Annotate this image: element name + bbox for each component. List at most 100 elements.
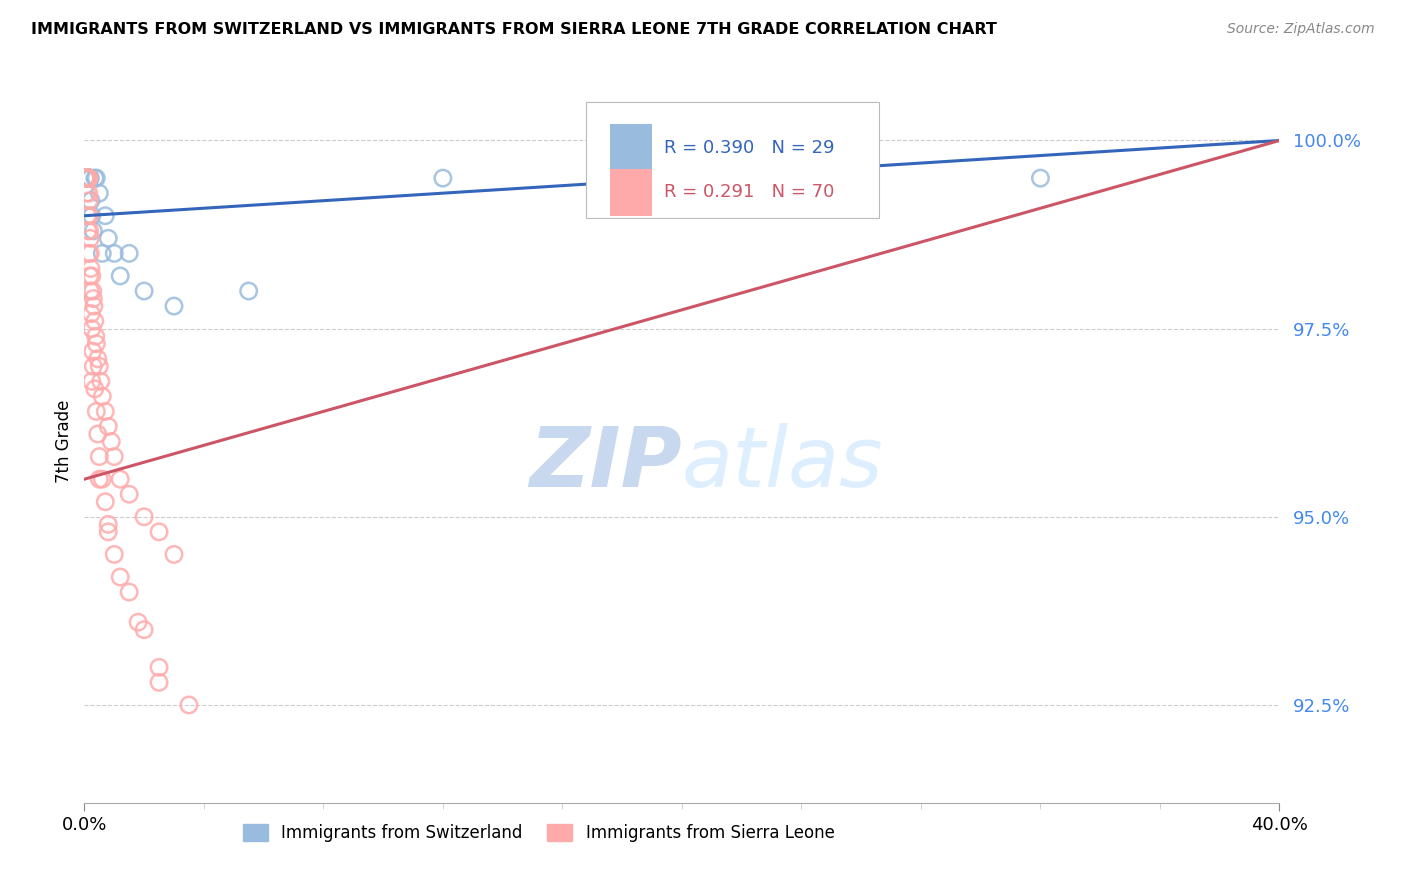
Point [97,524,120,539]
Point [79,224,101,238]
FancyBboxPatch shape [586,102,879,218]
Point [79,231,101,245]
Point [77,171,100,186]
Point [80,321,103,335]
Point [77,186,100,201]
Point [163,299,186,313]
Point [77,171,100,186]
Point [163,548,186,562]
Point [82,292,104,306]
Point [77,171,100,186]
Point [177,698,200,712]
FancyBboxPatch shape [610,169,652,216]
Point [79,171,101,186]
Point [89,472,111,486]
Point [77,171,100,186]
Point [83,382,105,396]
Point [148,675,170,690]
Point [118,246,141,260]
Point [77,171,100,186]
Point [132,284,156,298]
Point [79,171,101,186]
Point [84,329,107,343]
Point [148,524,170,539]
Text: atlas: atlas [682,423,883,504]
Point [77,171,100,186]
Point [127,615,149,630]
Point [80,261,103,276]
Point [80,374,103,388]
Point [76,171,98,186]
Point [79,284,101,298]
Point [86,171,108,186]
Point [79,268,101,283]
Text: IMMIGRANTS FROM SWITZERLAND VS IMMIGRANTS FROM SIERRA LEONE 7TH GRADE CORRELATIO: IMMIGRANTS FROM SWITZERLAND VS IMMIGRANT… [31,22,997,37]
Point [1029,171,1052,186]
Point [100,434,122,449]
Point [89,359,111,374]
Point [83,314,105,328]
Point [77,171,100,186]
Point [91,472,114,486]
Point [82,224,104,238]
Point [75,171,97,186]
Point [76,171,98,186]
Point [76,171,98,186]
Point [132,623,156,637]
FancyBboxPatch shape [610,124,652,171]
Point [89,450,111,464]
Point [94,404,117,418]
Point [89,186,111,201]
Point [75,171,97,186]
Point [82,284,104,298]
Point [77,224,100,238]
Point [75,186,97,201]
Point [91,389,114,403]
Point [238,284,260,298]
Point [87,427,110,442]
Point [97,231,120,245]
Point [76,209,98,223]
Point [103,548,125,562]
Point [79,171,101,186]
Text: R = 0.390   N = 29: R = 0.390 N = 29 [664,138,835,157]
Point [87,351,110,366]
Text: R = 0.291   N = 70: R = 0.291 N = 70 [664,183,834,201]
Point [75,171,97,186]
Point [83,171,105,186]
Text: ZIP: ZIP [529,423,682,504]
Legend: Immigrants from Switzerland, Immigrants from Sierra Leone: Immigrants from Switzerland, Immigrants … [236,817,841,848]
Point [432,171,454,186]
Point [75,171,97,186]
Point [79,246,101,260]
Point [132,509,156,524]
Point [82,344,104,359]
Point [110,472,132,486]
Point [76,171,98,186]
Point [77,171,100,186]
Point [75,171,97,186]
Point [80,307,103,321]
Point [148,660,170,674]
Point [77,194,100,208]
Point [94,494,117,508]
Point [77,171,100,186]
Point [86,404,108,418]
Point [110,570,132,584]
Point [75,171,97,186]
Point [76,171,98,186]
Point [82,359,104,374]
Point [103,246,125,260]
Point [90,374,112,388]
Point [97,517,120,532]
Point [118,487,141,501]
Point [94,209,117,223]
Text: Source: ZipAtlas.com: Source: ZipAtlas.com [1227,22,1375,37]
Point [80,268,103,283]
Point [83,299,105,313]
Point [731,171,754,186]
Point [77,246,100,260]
Point [91,246,114,260]
Point [80,194,103,208]
Point [79,209,101,223]
